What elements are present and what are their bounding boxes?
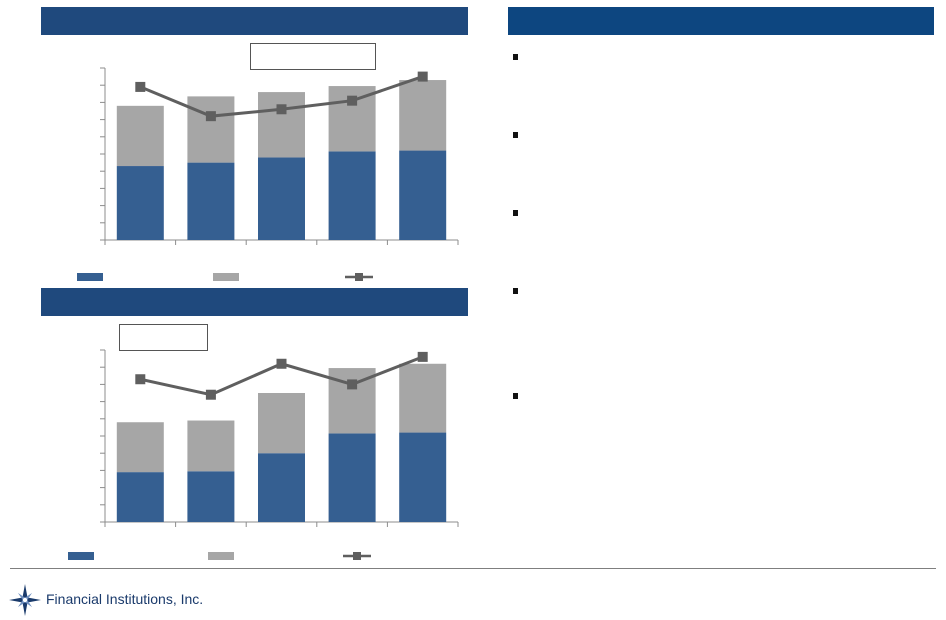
square-bullet-icon (513, 288, 518, 294)
bar-segment (258, 157, 305, 240)
bar-segment (187, 162, 235, 240)
legend-line-marker (355, 273, 363, 281)
legend-line-marker (353, 552, 361, 560)
bar-segment (116, 472, 164, 522)
right-panel-header-bar (508, 7, 934, 35)
legend-swatch-primary (77, 273, 103, 281)
square-bullet-icon (513, 132, 518, 138)
legend-swatch-primary (68, 552, 94, 560)
bar-segment (187, 420, 235, 472)
line-point (205, 389, 216, 400)
company-name: Financial Institutions, Inc. (46, 591, 204, 607)
bar-segment (258, 92, 305, 158)
bar-segment (258, 453, 305, 522)
bar-segment (116, 422, 164, 473)
line-point (276, 104, 287, 115)
line-point (205, 111, 216, 122)
legend-swatch-secondary (208, 552, 234, 560)
top-chart-callout-box (250, 43, 376, 70)
top-chart (77, 67, 459, 281)
star-logo-icon (9, 584, 41, 616)
bar-segment (187, 96, 235, 163)
bar-segment (187, 471, 235, 522)
bar-segment (399, 363, 447, 433)
line-point (276, 358, 287, 369)
top-chart-header-bar (41, 7, 468, 35)
line-point (135, 81, 146, 92)
bottom-chart (68, 349, 459, 560)
footer-divider (10, 568, 936, 569)
bottom-chart-header-bar (41, 288, 468, 316)
square-bullet-icon (513, 210, 518, 216)
line-point (135, 374, 146, 385)
line-point (417, 71, 428, 82)
bar-segment (116, 105, 164, 167)
legend-swatch-secondary (213, 273, 239, 281)
line-point (417, 351, 428, 362)
bar-segment (258, 393, 305, 454)
bar-segment (399, 80, 447, 151)
bar-segment (116, 166, 164, 240)
bar-segment (328, 151, 376, 240)
bar-segment (328, 433, 376, 522)
line-point (347, 379, 358, 390)
square-bullet-icon (513, 393, 518, 399)
line-point (347, 95, 358, 106)
square-bullet-icon (513, 54, 518, 60)
bar-segment (399, 432, 447, 522)
bar-segment (399, 150, 447, 240)
bullet-list (508, 0, 934, 560)
bottom-chart-callout-box (119, 324, 208, 351)
